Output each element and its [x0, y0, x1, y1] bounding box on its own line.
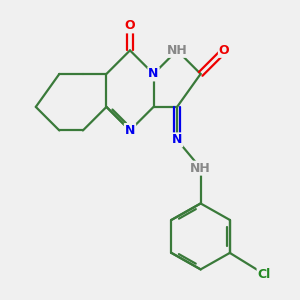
Text: O: O: [219, 44, 230, 57]
Text: N: N: [148, 68, 159, 80]
Text: Cl: Cl: [258, 268, 271, 281]
Text: N: N: [172, 134, 182, 146]
Text: N: N: [125, 124, 135, 137]
Text: NH: NH: [167, 44, 188, 57]
Text: O: O: [125, 20, 135, 32]
Text: NH: NH: [190, 162, 211, 175]
